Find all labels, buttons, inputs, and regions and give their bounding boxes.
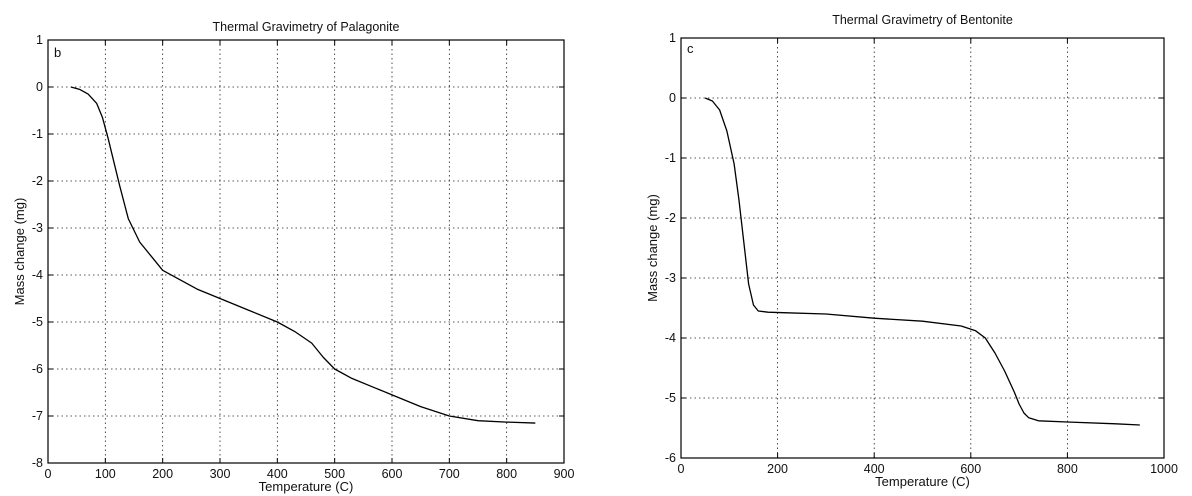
y-axis-label: Mass change (mg) bbox=[12, 198, 27, 306]
x-tick-label: 400 bbox=[267, 467, 288, 481]
chart-title: Thermal Gravimetry of Bentonite bbox=[832, 13, 1013, 27]
x-tick-label: 600 bbox=[382, 467, 403, 481]
y-tick-label: 1 bbox=[36, 33, 43, 47]
chart-title: Thermal Gravimetry of Palagonite bbox=[213, 20, 400, 34]
x-tick-label: 200 bbox=[152, 467, 173, 481]
y-tick-label: -5 bbox=[665, 391, 676, 405]
y-tick-label: -5 bbox=[32, 315, 43, 329]
y-tick-label: -7 bbox=[32, 409, 43, 423]
x-tick-label: 800 bbox=[496, 467, 517, 481]
y-axis-label: Mass change (mg) bbox=[645, 194, 660, 302]
palagonite-chart: 0 100 200 300 400 500 600 700 800 900 -8 -7 -6 -5 -4 -3… bbox=[12, 20, 574, 494]
y-tick-label: 0 bbox=[36, 80, 43, 94]
x-tick-label: 500 bbox=[324, 467, 345, 481]
x-tick-label: 600 bbox=[960, 462, 981, 476]
x-axis-label: Temperature (C) bbox=[259, 479, 354, 494]
mass-change-curve bbox=[70, 86, 536, 424]
x-tick-label: 900 bbox=[554, 467, 575, 481]
x-tick-label: 1000 bbox=[1150, 462, 1178, 476]
y-tick-label: -3 bbox=[665, 271, 676, 285]
panel-label: b bbox=[54, 45, 61, 60]
x-tick-label: 200 bbox=[767, 462, 788, 476]
y-tick-label: -3 bbox=[32, 221, 43, 235]
x-tick-label: 700 bbox=[439, 467, 460, 481]
x-tick-label: 0 bbox=[45, 467, 52, 481]
y-tick-label: -1 bbox=[32, 127, 43, 141]
x-tick-label: 300 bbox=[210, 467, 231, 481]
y-tick-label: -2 bbox=[32, 174, 43, 188]
y-tick-label: -1 bbox=[665, 151, 676, 165]
y-tick-label: -4 bbox=[32, 268, 43, 282]
bentonite-chart: 0 200 400 600 800 1000 -6 -5 -4 -3 -2 -1 0 1 Thermal G… bbox=[645, 13, 1178, 489]
y-tick-label: -6 bbox=[665, 451, 676, 465]
x-tick-label: 800 bbox=[1057, 462, 1078, 476]
mass-change-curve bbox=[704, 97, 1140, 426]
y-tick-label: -6 bbox=[32, 362, 43, 376]
panel-label: c bbox=[687, 41, 694, 56]
x-tick-label: 400 bbox=[864, 462, 885, 476]
x-axis-label: Temperature (C) bbox=[875, 474, 970, 489]
y-tick-label: 0 bbox=[669, 91, 676, 105]
y-tick-label: -8 bbox=[32, 456, 43, 470]
plot-frame bbox=[47, 39, 565, 464]
y-tick-label: -2 bbox=[665, 211, 676, 225]
plot-frame bbox=[680, 37, 1165, 459]
y-tick-label: -4 bbox=[665, 331, 676, 345]
y-tick-label: 1 bbox=[669, 31, 676, 45]
x-tick-label: 100 bbox=[95, 467, 116, 481]
x-tick-label: 0 bbox=[678, 462, 685, 476]
